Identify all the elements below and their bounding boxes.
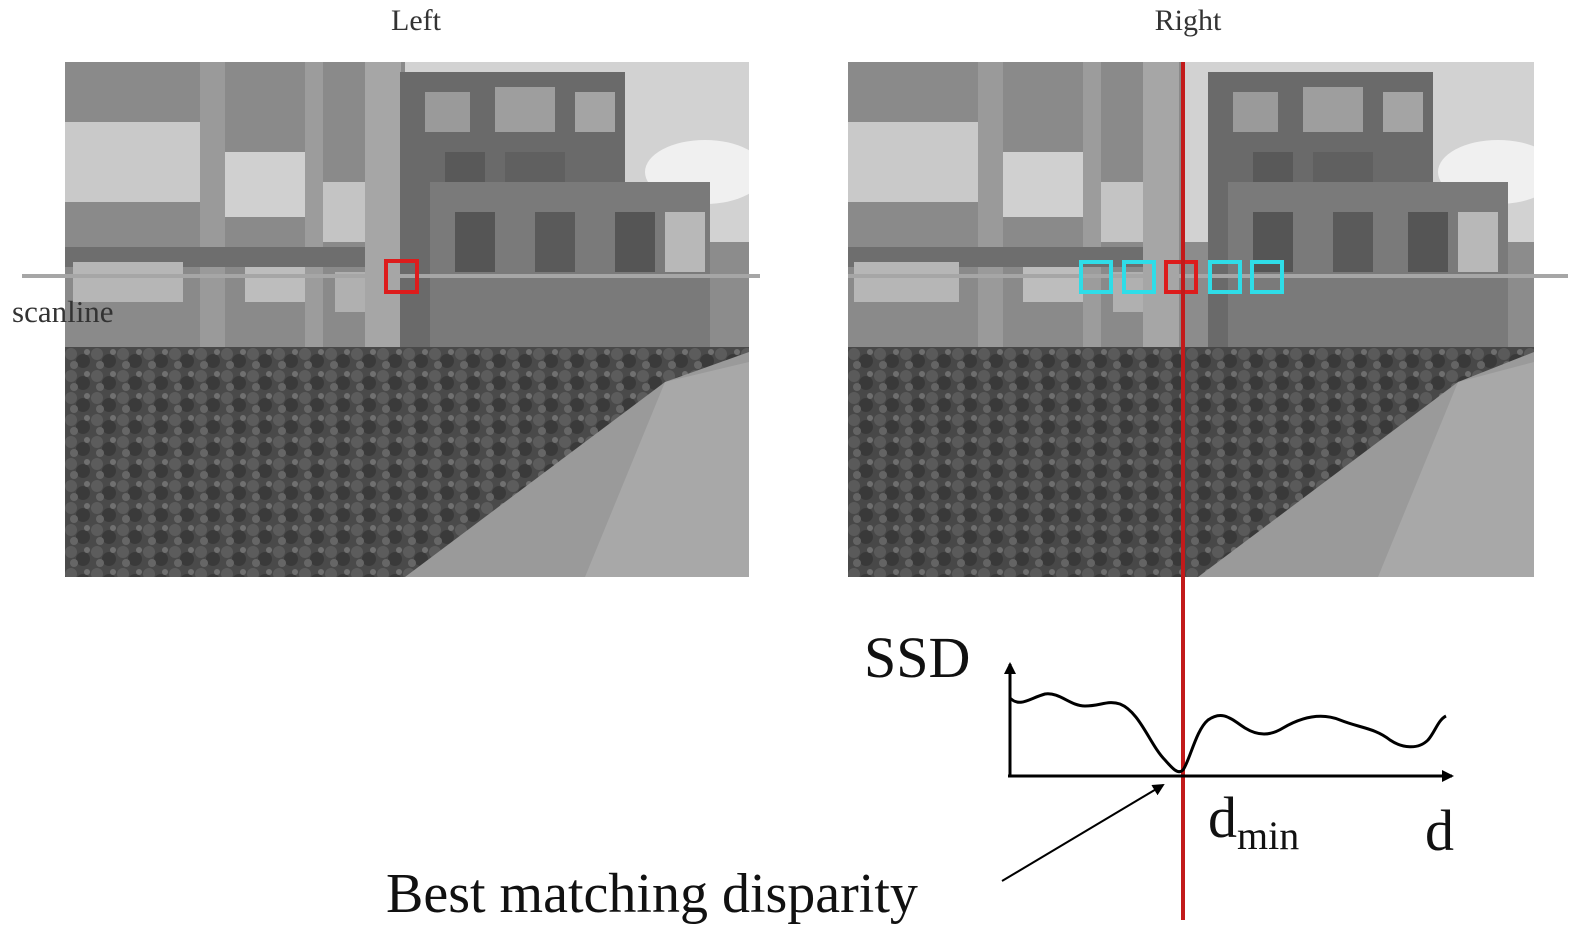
dmin-label: dmin: [1208, 784, 1299, 859]
disparity-axis-label: d: [1425, 798, 1454, 863]
candidate-patch: [1250, 260, 1284, 294]
candidate-patch: [1208, 260, 1242, 294]
reference-patch: [384, 259, 419, 294]
dmin-subscript: min: [1237, 813, 1300, 858]
left-image-title: Left: [391, 4, 441, 37]
candidate-patch: [1079, 260, 1113, 294]
candidate-patch: [1122, 260, 1156, 294]
scanline-label: scanline: [12, 294, 114, 329]
right-stereo-image: [848, 62, 1534, 577]
best-matching-disparity-label: Best matching disparity: [386, 863, 918, 925]
ssd-axis-label: SSD: [864, 625, 971, 690]
dmin-base: d: [1208, 785, 1237, 850]
right-image-title: Right: [1154, 4, 1222, 37]
left-stereo-image: [65, 62, 749, 577]
annotation-arrow: [1001, 783, 1165, 882]
ssd-curve: [1008, 692, 1447, 774]
